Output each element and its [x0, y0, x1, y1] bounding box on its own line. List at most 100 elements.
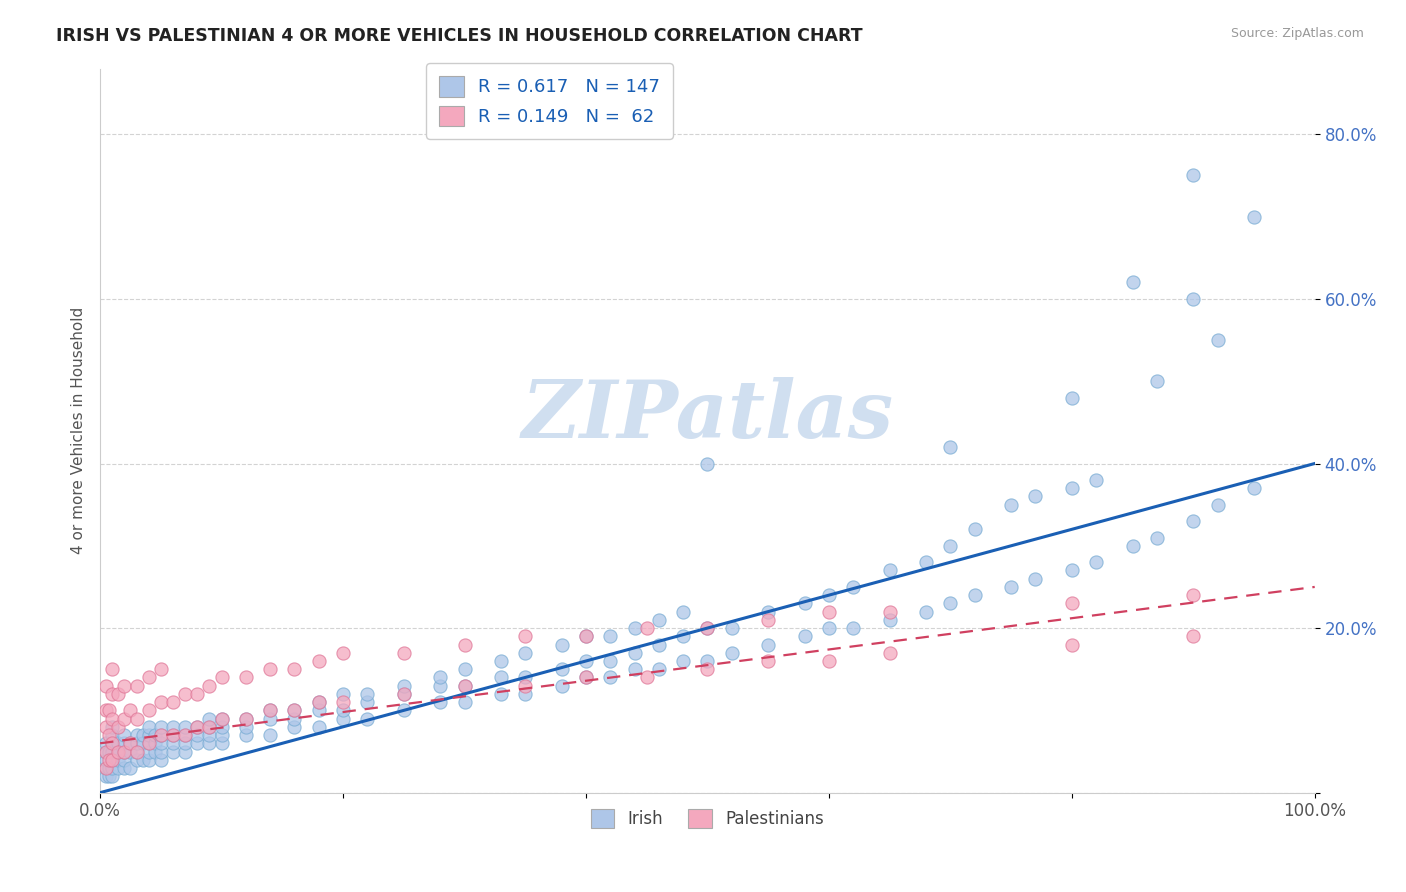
Point: [259, 662, 281, 676]
Point: [149, 736, 172, 750]
Point: [720, 646, 742, 660]
Point: [112, 753, 135, 767]
Point: [120, 703, 142, 717]
Point: [575, 654, 598, 668]
Point: [842, 621, 865, 635]
Point: [1146, 374, 1168, 388]
Point: [550, 679, 572, 693]
Point: [211, 670, 233, 684]
Point: [696, 621, 718, 635]
Point: [1024, 490, 1046, 504]
Point: [429, 670, 451, 684]
Point: [198, 728, 221, 742]
Point: [332, 646, 354, 660]
Point: [842, 580, 865, 594]
Point: [112, 679, 135, 693]
Point: [211, 736, 233, 750]
Point: [672, 605, 695, 619]
Point: [101, 745, 124, 759]
Point: [636, 670, 658, 684]
Point: [392, 687, 415, 701]
Point: [149, 728, 172, 742]
Point: [575, 670, 598, 684]
Point: [125, 679, 148, 693]
Point: [1060, 564, 1083, 578]
Legend: Irish, Palestinians: Irish, Palestinians: [585, 803, 831, 835]
Point: [107, 745, 129, 759]
Point: [308, 695, 330, 709]
Point: [96, 769, 118, 783]
Point: [696, 621, 718, 635]
Point: [235, 670, 257, 684]
Point: [429, 679, 451, 693]
Point: [1000, 580, 1022, 594]
Point: [259, 712, 281, 726]
Point: [1121, 539, 1143, 553]
Point: [332, 703, 354, 717]
Point: [648, 662, 671, 676]
Point: [96, 736, 118, 750]
Point: [1121, 276, 1143, 290]
Point: [550, 638, 572, 652]
Point: [138, 720, 160, 734]
Point: [259, 703, 281, 717]
Point: [198, 736, 221, 750]
Point: [149, 720, 172, 734]
Point: [120, 736, 142, 750]
Point: [648, 638, 671, 652]
Point: [308, 703, 330, 717]
Point: [149, 662, 172, 676]
Point: [96, 761, 118, 775]
Point: [1085, 555, 1108, 569]
Point: [149, 753, 172, 767]
Point: [756, 605, 779, 619]
Point: [96, 745, 118, 759]
Point: [162, 745, 184, 759]
Point: [107, 745, 129, 759]
Point: [186, 728, 208, 742]
Point: [198, 720, 221, 734]
Point: [162, 695, 184, 709]
Point: [1060, 638, 1083, 652]
Point: [879, 564, 901, 578]
Point: [1146, 531, 1168, 545]
Point: [489, 687, 512, 701]
Point: [101, 662, 124, 676]
Point: [308, 654, 330, 668]
Point: [120, 745, 142, 759]
Point: [515, 679, 537, 693]
Point: [1182, 588, 1205, 602]
Point: [112, 761, 135, 775]
Point: [174, 745, 197, 759]
Point: [1182, 629, 1205, 643]
Point: [162, 720, 184, 734]
Point: [97, 753, 120, 767]
Point: [1182, 292, 1205, 306]
Point: [672, 654, 695, 668]
Point: [96, 703, 118, 717]
Point: [308, 695, 330, 709]
Point: [138, 703, 160, 717]
Point: [96, 745, 118, 759]
Point: [186, 736, 208, 750]
Point: [259, 728, 281, 742]
Point: [879, 646, 901, 660]
Point: [198, 720, 221, 734]
Point: [96, 720, 118, 734]
Point: [138, 736, 160, 750]
Point: [125, 745, 148, 759]
Point: [550, 662, 572, 676]
Point: [131, 753, 153, 767]
Point: [939, 539, 962, 553]
Point: [125, 753, 148, 767]
Point: [939, 440, 962, 454]
Point: [138, 736, 160, 750]
Point: [186, 720, 208, 734]
Point: [112, 745, 135, 759]
Point: [143, 736, 166, 750]
Point: [101, 761, 124, 775]
Point: [283, 703, 305, 717]
Point: [101, 753, 124, 767]
Point: [143, 728, 166, 742]
Point: [879, 605, 901, 619]
